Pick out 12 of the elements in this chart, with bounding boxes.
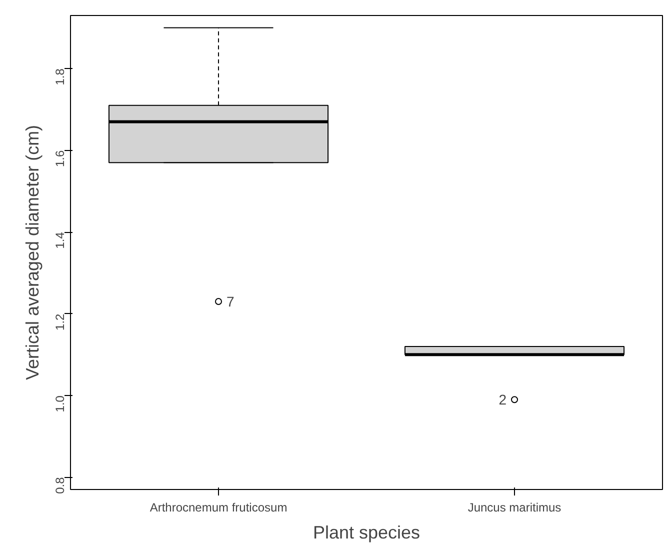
- x-tick-label: Arthrocnemum fruticosum: [150, 500, 288, 514]
- annotation: 2: [498, 392, 507, 408]
- y-tick-label: 1.0: [53, 395, 67, 412]
- y-tick-label: 1.6: [53, 150, 67, 168]
- y-tick-label: 0.8: [53, 476, 67, 494]
- annotation: 7: [226, 294, 234, 310]
- y-tick-label: 1.2: [53, 313, 67, 330]
- x-axis-title: Plant species: [312, 522, 420, 542]
- y-tick-label: 1.8: [53, 68, 67, 86]
- y-tick-label: 1.4: [53, 232, 67, 249]
- y-axis-title: Vertical averaged diameter (cm): [22, 124, 42, 380]
- x-tick-label: Juncus maritimus: [468, 500, 562, 514]
